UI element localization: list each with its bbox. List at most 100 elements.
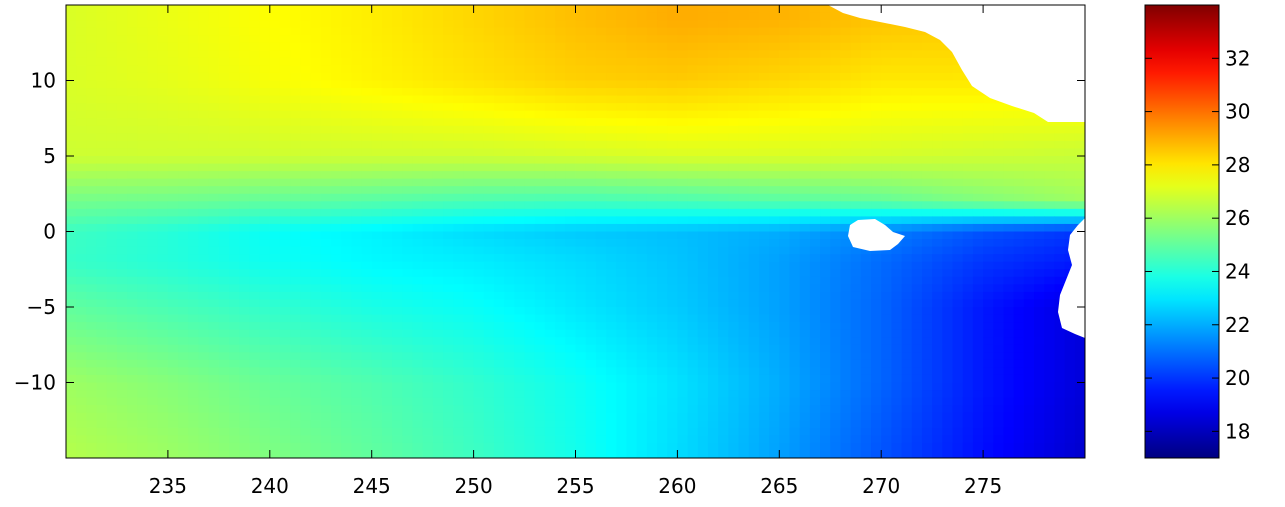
heatmap-cell xyxy=(697,284,709,293)
heatmap-cell xyxy=(392,246,403,255)
heatmap-cell xyxy=(127,322,138,331)
heatmap-cell xyxy=(891,193,903,202)
heatmap-cell xyxy=(504,20,515,29)
heatmap-cell xyxy=(290,193,301,202)
heatmap-cell xyxy=(218,254,230,263)
heatmap-cell xyxy=(595,276,607,285)
heatmap-cell xyxy=(789,239,801,248)
heatmap-cell xyxy=(1003,344,1015,353)
heatmap-cell xyxy=(993,314,1005,323)
heatmap-cell xyxy=(840,103,852,112)
heatmap-cell xyxy=(330,216,342,225)
heatmap-cell xyxy=(606,337,617,346)
heatmap-cell xyxy=(544,35,556,44)
heatmap-cell xyxy=(402,352,414,361)
heatmap-cell xyxy=(748,186,760,195)
heatmap-cell xyxy=(657,329,668,338)
heatmap-cell xyxy=(86,95,98,104)
heatmap-cell xyxy=(453,95,465,104)
heatmap-cell xyxy=(300,5,312,14)
heatmap-cell xyxy=(412,344,424,353)
heatmap-cell xyxy=(830,27,842,36)
heatmap-cell xyxy=(606,223,617,233)
heatmap-cell xyxy=(473,291,485,301)
heatmap-cell xyxy=(208,254,220,263)
heatmap-cell xyxy=(167,12,179,21)
heatmap-cell xyxy=(218,322,230,331)
heatmap-cell xyxy=(758,103,770,112)
heatmap-cell xyxy=(453,231,465,240)
heatmap-cell xyxy=(983,223,994,233)
heatmap-cell xyxy=(483,27,495,36)
heatmap-cell xyxy=(279,57,291,66)
heatmap-cell xyxy=(361,95,373,104)
heatmap-cell xyxy=(167,337,179,346)
heatmap-cell xyxy=(799,163,811,172)
heatmap-cell xyxy=(850,80,862,89)
heatmap-cell xyxy=(269,88,281,97)
heatmap-cell xyxy=(279,118,291,127)
heatmap-cell xyxy=(585,118,597,127)
heatmap-cell xyxy=(575,110,587,119)
heatmap-cell xyxy=(962,374,974,384)
heatmap-cell xyxy=(850,352,862,361)
heatmap-cell xyxy=(381,374,393,384)
heatmap-cell xyxy=(657,12,668,21)
heatmap-cell xyxy=(279,148,291,157)
heatmap-plot xyxy=(66,5,1085,458)
heatmap-cell xyxy=(707,88,719,97)
heatmap-cell xyxy=(361,231,373,240)
heatmap-cell xyxy=(116,322,128,331)
heatmap-cell xyxy=(249,20,261,29)
heatmap-cell xyxy=(320,329,332,338)
heatmap-cell xyxy=(1034,337,1045,346)
heatmap-cell xyxy=(106,12,118,21)
heatmap-cell xyxy=(371,284,383,293)
heatmap-cell xyxy=(646,95,658,104)
heatmap-cell xyxy=(1064,125,1076,134)
heatmap-cell xyxy=(371,118,383,127)
heatmap-cell xyxy=(300,20,312,29)
heatmap-cell xyxy=(402,291,414,301)
heatmap-cell xyxy=(259,186,271,195)
heatmap-cell xyxy=(830,231,842,240)
heatmap-cell xyxy=(167,322,179,331)
heatmap-cell xyxy=(432,284,444,293)
heatmap-cell xyxy=(575,50,587,59)
heatmap-cell xyxy=(259,329,271,338)
heatmap-cell xyxy=(341,307,352,316)
heatmap-cell xyxy=(361,148,373,157)
heatmap-cell xyxy=(575,65,587,74)
heatmap-cell xyxy=(575,12,587,21)
heatmap-cell xyxy=(962,110,974,119)
heatmap-cell xyxy=(392,27,403,36)
heatmap-cell xyxy=(962,216,974,225)
heatmap-cell xyxy=(901,307,913,316)
heatmap-cell xyxy=(850,156,862,165)
heatmap-cell xyxy=(820,231,831,240)
heatmap-cell xyxy=(269,269,281,278)
heatmap-cell xyxy=(147,156,159,165)
heatmap-cell xyxy=(463,88,475,97)
heatmap-cell xyxy=(748,216,760,225)
heatmap-cell xyxy=(361,118,373,127)
heatmap-cell xyxy=(229,110,240,119)
heatmap-cell xyxy=(1044,223,1056,233)
heatmap-cell xyxy=(891,284,903,293)
heatmap-cell xyxy=(300,133,312,142)
heatmap-cell xyxy=(575,133,587,142)
heatmap-cell xyxy=(697,307,709,316)
heatmap-cell xyxy=(687,171,699,180)
heatmap-cell xyxy=(361,50,373,59)
heatmap-cell xyxy=(1054,186,1066,195)
heatmap-cell xyxy=(76,65,87,74)
heatmap-cell xyxy=(279,88,291,97)
heatmap-cell xyxy=(534,163,546,172)
heatmap-cell xyxy=(463,201,475,210)
heatmap-cell xyxy=(137,57,149,66)
heatmap-cell xyxy=(942,72,954,82)
heatmap-cell xyxy=(891,88,903,97)
heatmap-cell xyxy=(402,284,414,293)
heatmap-cell xyxy=(422,208,434,217)
heatmap-cell xyxy=(473,246,485,255)
